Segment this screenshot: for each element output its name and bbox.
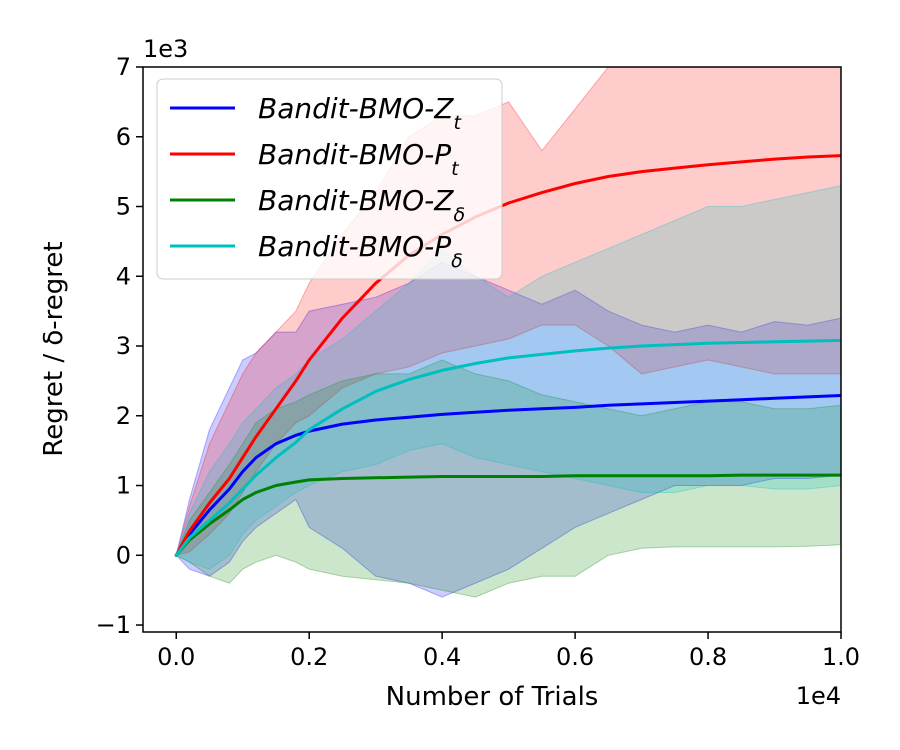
y-tick-label: 3 [116, 332, 131, 360]
x-tick-label: 0.6 [556, 643, 594, 671]
y-tick-label: 0 [116, 541, 131, 569]
y-tick-label: 1 [116, 472, 131, 500]
x-offset-label: 1e4 [796, 682, 841, 710]
line-bandit-bmo-z-t [174, 394, 841, 557]
line-bandit-bmo-p-δ [174, 338, 841, 557]
x-tick-label: 0.4 [423, 643, 461, 671]
line-bandit-bmo-z-δ [174, 473, 841, 557]
band-bandit-bmo-p-δ [175, 185, 841, 570]
y-axis-label: Regret / δ-regret [39, 241, 69, 456]
x-tick-label: 0.2 [290, 643, 328, 671]
y-tick-label: −1 [96, 611, 131, 639]
legend-label: Bandit-BMO-Pt [258, 138, 460, 180]
legend-box [156, 78, 503, 280]
legend-label: Bandit-BMO-Zt [258, 92, 462, 134]
y-tick-label: 2 [116, 402, 131, 430]
x-tick-label: 1.0 [822, 643, 860, 671]
y-axis-ticks: −1 0 1 2 3 4 5 6 7 [96, 53, 143, 639]
legend-label: Bandit-BMO-Zδ [258, 184, 465, 226]
legend: Bandit-BMO-ZtBandit-BMO-PtBandit-BMO-ZδB… [156, 78, 503, 280]
band-bandit-bmo-z-δ [175, 359, 841, 598]
plot-frame [142, 66, 842, 633]
y-tick-label: 7 [116, 53, 131, 81]
x-axis-ticks: 0.0 0.2 0.4 0.6 0.8 1.0 [157, 632, 860, 671]
y-tick-label: 6 [116, 123, 131, 151]
x-tick-label: 0.8 [689, 643, 727, 671]
legend-label: Bandit-BMO-Pδ [258, 230, 463, 272]
y-offset-label: 1e3 [143, 35, 188, 63]
x-tick-label: 0.0 [157, 643, 195, 671]
y-tick-label: 4 [116, 262, 131, 290]
x-axis-label: Number of Trials [386, 682, 599, 712]
y-tick-label: 5 [116, 193, 131, 221]
